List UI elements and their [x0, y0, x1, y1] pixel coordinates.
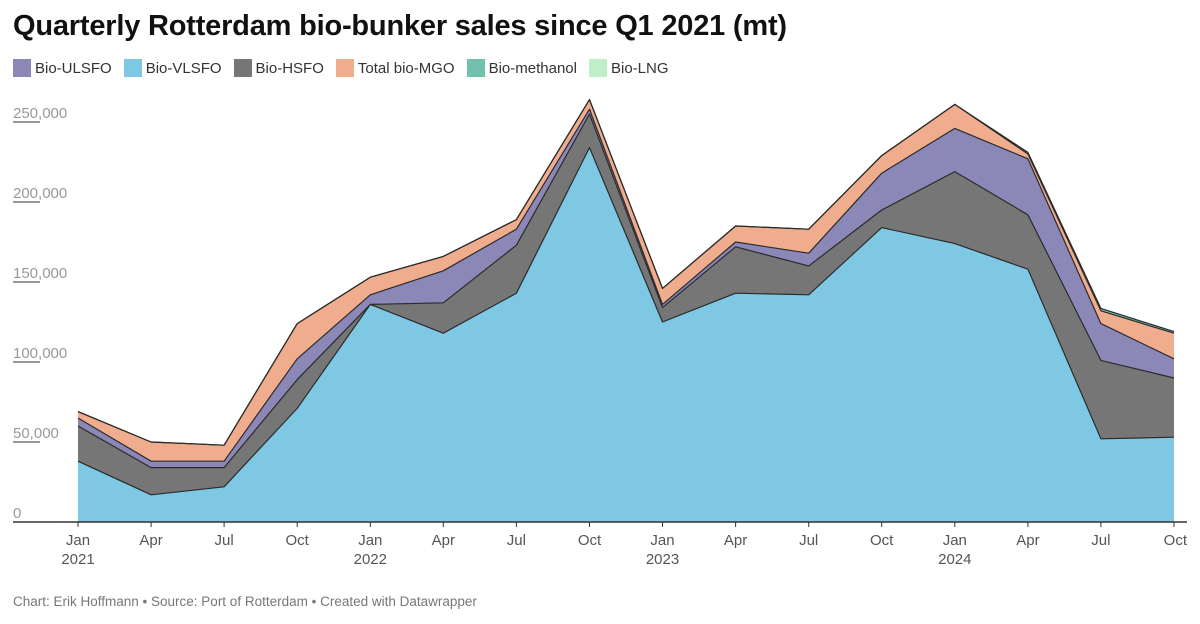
x-tick-label: Jul	[1091, 532, 1110, 549]
x-tick-label: Jul	[215, 532, 234, 549]
legend-label: Bio-ULSFO	[35, 59, 112, 77]
x-tick-label: Oct	[1164, 532, 1188, 549]
legend-swatch	[466, 59, 485, 77]
x-tick-label: Oct	[578, 532, 602, 549]
x-tick-label: Apr	[1016, 532, 1039, 549]
legend-label: Total bio-MGO	[357, 59, 455, 77]
legend-swatch	[335, 59, 354, 77]
x-tick-label: Oct	[870, 532, 894, 549]
area-bio-hsfo[interactable]	[78, 114, 1174, 495]
area-layers	[77, 99, 1175, 522]
x-tick-label: Apr	[139, 532, 162, 549]
outline-bio-hsfo	[77, 113, 1175, 469]
y-axis: 0 50,000 100,000 150,000 200,000 250,000	[13, 105, 67, 522]
outline-bio-ulsfo	[77, 108, 1175, 462]
x-tick-year-label: 2024	[938, 551, 971, 568]
x-tick-label: Jul	[507, 532, 526, 549]
legend-swatch	[13, 59, 31, 77]
x-axis: Jan 2021 Apr Jul Oct Jan 2022 Apr Jul Oct Jan 2023 A…	[13, 521, 1188, 568]
legend-item-bio-ulsfo[interactable]: Bio-ULSFO	[13, 59, 112, 77]
x-tick-label: Apr	[724, 532, 747, 549]
legend-label: Bio-LNG	[610, 59, 669, 77]
y-tick-label: 100,000	[13, 345, 67, 362]
y-tick-label: 250,000	[13, 105, 67, 122]
area-bio-ulsfo[interactable]	[78, 109, 1174, 468]
legend-item-bio-lng[interactable]: Bio-LNG	[588, 59, 669, 77]
legend-item-bio-hsfo[interactable]: Bio-HSFO	[233, 59, 324, 77]
outline-bio-methanol	[77, 99, 1175, 446]
legend-swatch	[233, 59, 252, 77]
legend-item-bio-methanol[interactable]: Bio-methanol	[466, 59, 577, 77]
x-tick-label: Jan	[358, 532, 382, 549]
x-tick-year-label: 2022	[354, 551, 387, 568]
legend-swatch	[588, 59, 607, 77]
legend-label: Bio-VLSFO	[145, 59, 222, 77]
legend-item-bio-vlsfo[interactable]: Bio-VLSFO	[123, 59, 222, 77]
x-tick-label: Apr	[432, 532, 455, 549]
y-tick-label: 150,000	[13, 265, 67, 282]
legend-item-total-bio-mgo[interactable]: Total bio-MGO	[335, 59, 455, 77]
y-tick-label: 0	[13, 505, 21, 522]
x-tick-label: Oct	[286, 532, 310, 549]
legend-label: Bio-methanol	[488, 59, 577, 77]
y-tick-label: 200,000	[13, 185, 67, 202]
y-tick-label: 50,000	[13, 425, 59, 442]
area-bio-vlsfo[interactable]	[78, 147, 1174, 522]
x-tick-year-label: 2023	[646, 551, 679, 568]
outline-bio-vlsfo	[77, 147, 1175, 496]
x-tick-year-label: 2021	[61, 551, 94, 568]
x-tick-label: Jul	[799, 532, 818, 549]
legend-swatch	[123, 59, 142, 77]
legend-label: Bio-HSFO	[255, 59, 324, 77]
x-tick-label: Jan	[943, 532, 967, 549]
chart-footer: Chart: Erik Hoffmann • Source: Port of R…	[13, 594, 477, 609]
legend: Bio-ULSFO Bio-VLSFO Bio-HSFO Total bio-M…	[13, 59, 681, 77]
chart-title: Quarterly Rotterdam bio-bunker sales sin…	[13, 10, 787, 42]
x-tick-label: Jan	[66, 532, 90, 549]
x-tick-label: Jan	[650, 532, 674, 549]
